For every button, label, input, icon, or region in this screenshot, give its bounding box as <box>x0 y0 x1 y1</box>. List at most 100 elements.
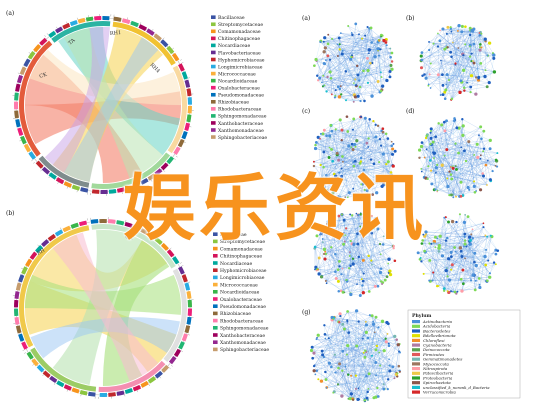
network-e-node <box>334 276 338 280</box>
network-g-node <box>393 377 396 380</box>
network-c-edge <box>329 135 384 185</box>
network-g-node <box>370 354 374 357</box>
network-c-edge <box>355 146 392 173</box>
network-g-node <box>309 348 314 353</box>
network-a-edge <box>335 55 353 96</box>
network-a-node <box>353 95 358 99</box>
network-b-edge <box>421 47 459 68</box>
chord-b-segment <box>184 282 191 291</box>
network-e-node <box>376 284 380 288</box>
network-g-node <box>346 310 349 313</box>
network-f-edge <box>445 217 457 223</box>
network-b-node <box>428 73 431 76</box>
network-label-c: (c) <box>302 108 310 115</box>
network-e-node <box>357 255 361 259</box>
network-g-node <box>354 374 358 377</box>
network-a-edge <box>358 53 370 97</box>
network-g-node <box>323 332 327 336</box>
network-a-edge <box>330 65 358 73</box>
phylum-swatch <box>412 367 420 371</box>
network-a-edge <box>319 28 370 79</box>
network-a-node <box>350 55 353 59</box>
network-c-node <box>326 189 329 191</box>
network-f-node <box>437 285 440 287</box>
network-f-node <box>453 246 457 249</box>
legend-b-item-label: Streptomycetaceae <box>220 239 265 245</box>
network-b-edge <box>479 50 486 71</box>
network-f-node <box>460 255 464 258</box>
network-f-node <box>471 273 475 277</box>
network-g-edge <box>334 317 359 322</box>
network-g-edge <box>334 317 387 342</box>
network-g-node <box>349 392 354 396</box>
network-g-node <box>374 348 378 352</box>
chord-b-tick <box>60 227 62 230</box>
legend-b-item-label: Bacillaceae <box>220 232 247 238</box>
network-c-edge <box>330 125 368 186</box>
network-d-node <box>473 190 477 194</box>
network-a-node <box>325 59 327 62</box>
network-g-node <box>399 351 401 354</box>
legend-a-item-swatch <box>211 121 216 125</box>
network-a-edge <box>321 71 391 83</box>
network-d-node <box>434 188 437 191</box>
network-g-edge <box>331 316 341 367</box>
network-g-node <box>374 360 378 364</box>
chord-a-segment <box>138 24 148 32</box>
network-b-edge <box>448 28 471 81</box>
network-e-edge <box>345 235 373 265</box>
legend-a: BacillaceaeStreptomycetaceaeComamonadace… <box>211 15 267 141</box>
network-f-node <box>486 279 489 282</box>
legend-a-item-swatch <box>211 92 216 97</box>
network-a-node <box>331 37 334 40</box>
chord-b-segment <box>49 375 58 384</box>
network-c-edge <box>361 182 385 185</box>
network-f-node <box>438 234 442 238</box>
network-c-node <box>325 134 328 138</box>
network-g-node <box>384 337 387 340</box>
network-b-edge <box>460 80 488 87</box>
network-b-edge <box>438 27 451 75</box>
network-a-edge <box>329 59 354 102</box>
network-g-node <box>312 364 316 368</box>
chord-a-tick <box>56 26 58 29</box>
network-a-edge <box>334 62 373 98</box>
network-g-edge <box>342 324 359 389</box>
network-e-node <box>376 227 380 231</box>
network-e-edge <box>349 252 351 266</box>
network-c-edge <box>319 179 360 200</box>
network-f-node <box>471 237 475 240</box>
network-f-edge <box>449 279 487 282</box>
network-g-edge <box>323 356 326 373</box>
network-e-node <box>351 214 354 217</box>
chord-a-sector <box>18 40 53 157</box>
network-c-edge <box>362 165 393 185</box>
phylum-swatch <box>412 329 420 333</box>
network-b-node <box>450 30 453 33</box>
chord-a-segment <box>14 92 19 101</box>
network-a-node <box>351 33 354 37</box>
network-b-edge <box>445 30 474 99</box>
network-d-edge <box>421 118 455 169</box>
network-g-edge <box>331 366 357 389</box>
network-c-node <box>324 183 327 186</box>
network-a-node <box>322 50 326 54</box>
network-e-node <box>349 239 352 243</box>
network-f-edge <box>444 288 476 290</box>
network-a-node <box>321 85 324 88</box>
network-g-node <box>354 309 359 313</box>
chord-a-segment <box>116 187 125 193</box>
legend-b-item-swatch <box>213 239 218 244</box>
network-a-edge <box>339 96 361 102</box>
network-b-edge <box>450 52 474 62</box>
network-c-edge <box>330 119 341 126</box>
network-g-edge <box>323 356 389 380</box>
chord-a-tick <box>77 17 78 20</box>
network-f-node <box>446 275 449 278</box>
network-f-node <box>428 242 431 245</box>
network-c-node <box>367 137 370 140</box>
network-b-node <box>468 26 472 30</box>
legend-a-item-swatch <box>211 78 216 83</box>
network-e-edge <box>338 215 391 275</box>
chord-a-tick <box>17 72 20 74</box>
